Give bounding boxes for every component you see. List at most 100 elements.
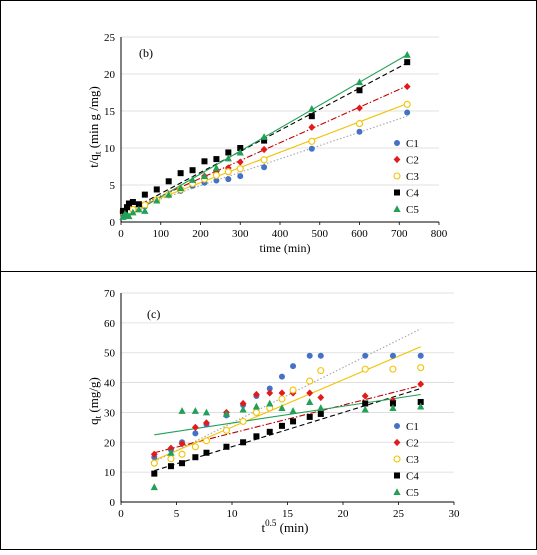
legend-marker-c4 <box>394 472 400 479</box>
data-point-c2 <box>167 444 175 452</box>
x-tick-label: 10 <box>227 508 239 520</box>
data-point-c5 <box>202 408 211 416</box>
legend-label-c2: C2 <box>406 155 419 167</box>
data-point-c2 <box>306 389 314 397</box>
data-point-c4 <box>192 454 199 461</box>
data-point-c2 <box>361 392 369 400</box>
data-point-c1 <box>306 352 313 359</box>
data-point-c3 <box>178 450 186 458</box>
data-point-c1 <box>266 385 273 392</box>
y-tick-label: 10 <box>104 467 116 479</box>
data-point-c3 <box>355 120 364 128</box>
data-points <box>119 50 411 220</box>
y-tick-label: 0 <box>110 217 116 229</box>
y-tick-label: 20 <box>104 69 116 81</box>
data-point-c4 <box>177 170 184 177</box>
legend-label-c3: C3 <box>406 454 419 466</box>
data-point-c2 <box>191 423 199 431</box>
data-point-c2 <box>308 123 316 131</box>
data-point-c3 <box>222 426 230 434</box>
legend-marker-c2 <box>393 438 401 447</box>
legend-label-c4: C4 <box>406 471 419 483</box>
axes <box>120 37 440 225</box>
data-point-c5 <box>153 196 161 204</box>
data-point-c4 <box>317 410 324 417</box>
y-tick-label: 5 <box>110 180 116 192</box>
data-point-c1 <box>225 176 232 183</box>
x-tick-label: 700 <box>391 228 408 240</box>
legend: C1 C2 C3 C4 C5 <box>393 421 419 499</box>
data-point-c5 <box>252 402 261 410</box>
data-point-c5 <box>141 207 149 214</box>
legend-label-c3: C3 <box>406 171 419 183</box>
data-point-c5 <box>129 208 137 216</box>
x-axis-label: time (min) <box>260 241 311 255</box>
data-point-c5 <box>236 148 244 156</box>
legend-marker-c5 <box>393 205 401 212</box>
data-point-c3 <box>191 443 199 451</box>
legend-marker-c4 <box>394 189 400 196</box>
data-point-c2 <box>236 158 244 166</box>
data-point-c1 <box>237 173 244 180</box>
data-point-c2 <box>239 399 247 408</box>
data-point-c4 <box>240 439 247 446</box>
data-point-c5 <box>403 50 411 58</box>
chart-panel-b: 0 100 200 300 400 500 600 700 800 0 5 10 15 20 25 C1 C2… <box>86 32 448 255</box>
y-tick-label: 10 <box>104 143 116 155</box>
data-point-c5 <box>125 212 133 220</box>
x-tick-label: 0 <box>118 508 124 520</box>
data-point-c4 <box>167 463 174 470</box>
data-point-c4 <box>389 400 396 407</box>
data-point-c2 <box>150 450 158 458</box>
fit-line-c3 <box>154 346 421 461</box>
data-point-c3 <box>239 417 247 425</box>
data-point-c4 <box>179 460 186 467</box>
data-point-c5 <box>260 133 268 140</box>
legend-marker-c1 <box>394 140 400 146</box>
data-point-c4 <box>417 398 424 405</box>
data-points <box>150 352 425 491</box>
data-point-c2 <box>403 82 411 91</box>
panel-label: (c) <box>147 307 160 321</box>
data-point-c5 <box>355 78 364 86</box>
data-point-c5 <box>308 104 316 112</box>
axes <box>120 293 455 505</box>
data-point-c5 <box>167 448 175 456</box>
data-point-c3 <box>236 165 244 173</box>
y-tick-label: 30 <box>104 407 116 419</box>
y-tick-label: 15 <box>104 106 116 118</box>
data-point-c5 <box>306 398 314 405</box>
data-point-c5 <box>222 410 231 417</box>
data-point-c2 <box>417 380 425 388</box>
data-point-c4 <box>151 470 158 477</box>
data-point-c2 <box>260 145 268 154</box>
x-tick-label: 500 <box>312 228 329 240</box>
legend: C1 C2 C3 C4 C5 <box>393 138 419 216</box>
panel-label: (b) <box>139 46 153 60</box>
data-point-c1 <box>389 352 396 359</box>
data-point-c4 <box>225 149 232 156</box>
data-point-c4 <box>237 145 244 151</box>
data-point-c5 <box>361 405 369 413</box>
data-point-c5 <box>177 184 185 191</box>
x-tick-label: 30 <box>449 508 461 520</box>
gridlines <box>121 36 439 186</box>
data-point-c4 <box>125 200 132 207</box>
data-point-c1 <box>356 128 363 135</box>
data-point-c5 <box>191 407 199 414</box>
legend-label-c5: C5 <box>406 487 419 499</box>
data-point-c5 <box>239 405 247 413</box>
legend-marker-c1 <box>394 423 400 429</box>
data-point-c3 <box>150 459 158 467</box>
legend-label-c2: C2 <box>406 438 419 450</box>
data-point-c3 <box>317 367 325 375</box>
data-point-c1 <box>362 352 369 359</box>
data-point-c3 <box>260 156 268 164</box>
data-point-c2 <box>266 389 274 397</box>
data-point-c1 <box>290 363 297 370</box>
x-tick-label: 800 <box>431 228 448 240</box>
data-point-c5 <box>389 404 397 411</box>
y-tick-label: 70 <box>104 288 116 300</box>
data-point-c1 <box>278 373 285 380</box>
